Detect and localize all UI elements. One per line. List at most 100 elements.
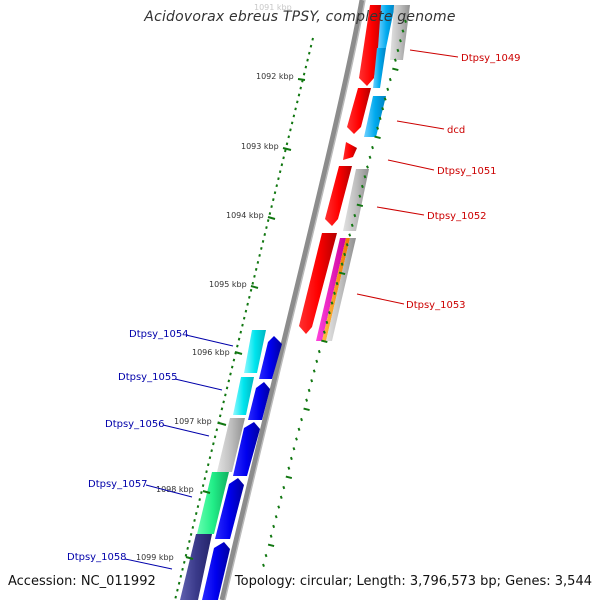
minor-tick <box>297 427 301 431</box>
blue-feature-3 <box>233 422 260 476</box>
minor-tick <box>309 44 313 48</box>
minor-tick <box>237 337 241 341</box>
minor-tick <box>307 388 311 393</box>
map-title: Acidovorax ebreus TPSY, complete genome <box>144 9 456 25</box>
major-tick <box>374 135 381 140</box>
minor-tick <box>224 393 227 397</box>
minor-tick <box>230 365 234 369</box>
gene-label-dtpsy-1049[interactable]: Dtpsy_1049 <box>461 53 521 64</box>
minor-tick <box>296 100 299 104</box>
minor-tick <box>287 135 290 139</box>
minor-tick <box>256 260 260 264</box>
gene-feature-dtpsy-1058[interactable] <box>180 534 212 600</box>
minor-tick <box>284 149 287 153</box>
minor-tick <box>268 212 272 216</box>
major-tick <box>267 543 275 548</box>
gene-feature-dtpsy-1049[interactable] <box>359 5 385 86</box>
tick-scale-left <box>174 37 314 599</box>
tick-label: 1097 kbp <box>174 417 212 426</box>
grey-feature-2 <box>343 169 369 231</box>
gene-label-dcd[interactable]: dcd <box>447 125 465 136</box>
minor-tick <box>310 379 314 383</box>
major-tick <box>356 203 364 208</box>
minor-tick <box>272 198 275 202</box>
tick-label: 1094 kbp <box>226 211 264 220</box>
minor-tick <box>189 532 193 536</box>
minor-tick <box>311 37 314 41</box>
gene-label-dtpsy-1052[interactable]: Dtpsy_1052 <box>427 211 487 222</box>
minor-tick <box>366 165 369 169</box>
blue-feature-5 <box>202 542 230 600</box>
minor-tick <box>280 163 284 167</box>
minor-tick <box>277 177 280 181</box>
gene-label-dtpsy-1053[interactable]: Dtpsy_1053 <box>406 300 466 311</box>
sky-feature-1 <box>378 5 395 48</box>
minor-tick <box>191 526 195 529</box>
minor-tick <box>294 107 297 111</box>
minor-tick <box>196 505 200 508</box>
minor-tick <box>299 86 302 90</box>
minor-tick <box>289 128 292 132</box>
gene-label-dtpsy-1054[interactable]: Dtpsy_1054 <box>129 329 189 340</box>
minor-tick <box>181 567 184 571</box>
minor-tick <box>241 323 244 327</box>
gene-label-dtpsy-1058[interactable]: Dtpsy_1058 <box>67 552 127 563</box>
gene-feature-dtpsy-1056[interactable] <box>217 418 245 472</box>
minor-tick <box>278 170 282 174</box>
gene-feature-dcd[interactable] <box>347 88 371 134</box>
minor-tick <box>282 156 285 160</box>
minor-tick <box>353 213 357 218</box>
minor-tick <box>213 435 217 439</box>
minor-tick <box>229 372 232 376</box>
tick-scale-right <box>262 19 407 567</box>
grey-feature-1 <box>390 5 410 60</box>
minor-tick <box>236 344 239 348</box>
major-tick <box>338 271 346 276</box>
minor-tick <box>264 553 268 558</box>
pink-feature <box>316 238 346 341</box>
minor-tick <box>260 247 263 250</box>
minor-tick <box>302 72 306 76</box>
gene-label-dtpsy-1051[interactable]: Dtpsy_1051 <box>437 166 497 177</box>
minor-tick <box>371 145 374 150</box>
topology-text: Topology: circular; Length: 3,796,573 bp… <box>234 574 592 589</box>
minor-tick <box>254 267 258 271</box>
minor-tick <box>287 466 291 470</box>
gene-feature-dtpsy-1051[interactable] <box>343 142 357 160</box>
minor-tick <box>383 97 387 101</box>
tick-label: 1099 kbp <box>136 553 174 562</box>
forward-strand-features <box>299 5 410 341</box>
minor-tick <box>248 295 251 299</box>
minor-tick <box>312 369 316 373</box>
blue-feature-2 <box>248 382 270 420</box>
minor-tick <box>305 398 309 402</box>
minor-tick <box>203 477 207 481</box>
tick-label: 1093 kbp <box>241 142 279 151</box>
gene-feature-dtpsy-1054[interactable] <box>244 330 266 373</box>
minor-tick <box>322 330 326 334</box>
minor-tick <box>345 243 349 247</box>
gene-label-dtpsy-1057[interactable]: Dtpsy_1057 <box>88 479 148 490</box>
gene-feature-dtpsy-1052[interactable] <box>325 166 352 226</box>
minor-tick <box>270 205 273 209</box>
tick-label: 1092 kbp <box>256 72 294 81</box>
major-tick <box>392 67 399 72</box>
minor-tick <box>194 512 198 515</box>
minor-tick <box>335 281 339 286</box>
kbp-labels: 1091 kbp 1092 kbp 1093 kbp 1094 kbp 1095… <box>136 3 294 562</box>
gene-feature-dtpsy-1053[interactable] <box>299 233 337 334</box>
minor-tick <box>244 309 248 313</box>
gene-feature-dtpsy-1057[interactable] <box>197 472 229 534</box>
gene-feature-dtpsy-1055[interactable] <box>233 377 254 415</box>
minor-tick <box>198 498 201 501</box>
minor-tick <box>279 495 283 499</box>
minor-tick <box>386 87 390 91</box>
minor-tick <box>282 485 286 490</box>
reverse-label-leaders <box>124 334 234 570</box>
gene-label-dtpsy-1056[interactable]: Dtpsy_1056 <box>105 419 165 430</box>
minor-tick <box>393 58 397 62</box>
forward-gene-labels: Dtpsy_1049 dcd Dtpsy_1051 Dtpsy_1052 Dtp… <box>406 53 521 311</box>
minor-tick <box>292 114 296 118</box>
gene-label-dtpsy-1055[interactable]: Dtpsy_1055 <box>118 372 178 383</box>
minor-tick <box>176 588 179 592</box>
